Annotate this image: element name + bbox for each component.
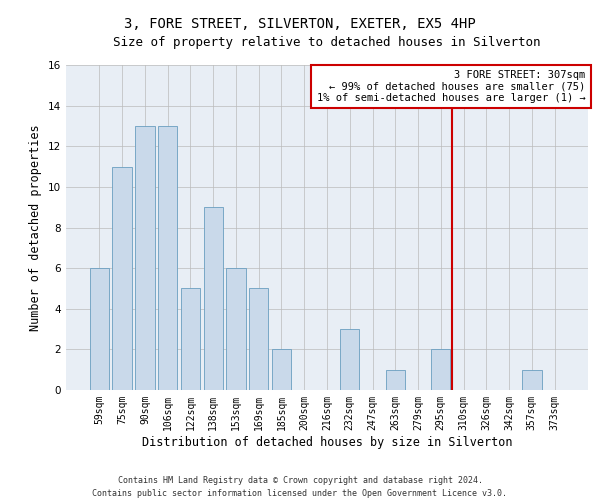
Bar xyxy=(340,329,359,390)
Text: 3 FORE STREET: 307sqm
← 99% of detached houses are smaller (75)
1% of semi-detac: 3 FORE STREET: 307sqm ← 99% of detached … xyxy=(317,70,586,103)
Y-axis label: Number of detached properties: Number of detached properties xyxy=(29,124,43,331)
Bar xyxy=(386,370,405,390)
Bar xyxy=(90,268,109,390)
Bar xyxy=(226,268,245,390)
X-axis label: Distribution of detached houses by size in Silverton: Distribution of detached houses by size … xyxy=(142,436,512,448)
Bar xyxy=(158,126,178,390)
Title: Size of property relative to detached houses in Silverton: Size of property relative to detached ho… xyxy=(113,36,541,49)
Bar xyxy=(181,288,200,390)
Bar xyxy=(272,350,291,390)
Bar xyxy=(249,288,268,390)
Bar xyxy=(135,126,155,390)
Bar xyxy=(203,207,223,390)
Bar xyxy=(112,166,132,390)
Text: 3, FORE STREET, SILVERTON, EXETER, EX5 4HP: 3, FORE STREET, SILVERTON, EXETER, EX5 4… xyxy=(124,18,476,32)
Bar xyxy=(522,370,542,390)
Text: Contains HM Land Registry data © Crown copyright and database right 2024.
Contai: Contains HM Land Registry data © Crown c… xyxy=(92,476,508,498)
Bar xyxy=(431,350,451,390)
